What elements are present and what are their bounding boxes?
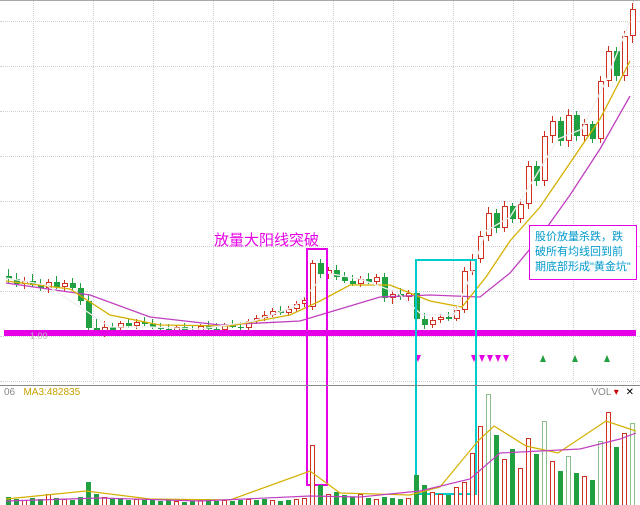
volume-panel: 06 MA3:482835 VOL ▾ ✕ [0, 385, 640, 505]
volume-bar [494, 435, 499, 505]
vol-ma3-value: 482835 [47, 387, 80, 398]
volume-bar [558, 471, 563, 505]
volume-bar [406, 498, 411, 505]
volume-bar [286, 500, 291, 505]
volume-bar [550, 461, 555, 505]
volume-bar [534, 454, 539, 505]
volume-bar [190, 501, 195, 505]
volume-bar [166, 500, 171, 505]
volume-bar [158, 501, 163, 505]
volume-bar [38, 499, 43, 505]
volume-bar [206, 499, 211, 505]
breakout-annotation: 放量大阳线突破 [214, 229, 319, 250]
volume-label: VOL ▾ ✕ [591, 387, 634, 398]
volume-bar [630, 423, 635, 505]
volume-bar [46, 494, 51, 505]
volume-bar [350, 497, 355, 505]
volume-bar [470, 453, 475, 505]
vol-close-icon[interactable]: ✕ [626, 387, 634, 398]
volume-bar [590, 480, 595, 505]
volume-bar [86, 482, 91, 505]
volume-bar [598, 441, 603, 505]
volume-bar [502, 459, 507, 505]
volume-bar [390, 498, 395, 505]
volume-bar [614, 447, 619, 505]
volume-bar [430, 492, 435, 505]
volume-bar [294, 499, 299, 505]
volume-bar [54, 498, 59, 505]
volume-bar [574, 473, 579, 505]
volume-bar [382, 497, 387, 505]
volume-bar [102, 497, 107, 505]
volume-bar [214, 501, 219, 505]
volume-bar [270, 500, 275, 505]
volume-bar [326, 494, 331, 505]
volume-bar [374, 499, 379, 505]
volume-bar [622, 433, 627, 505]
signal-arrow [503, 355, 509, 362]
volume-bar [510, 449, 515, 505]
volume-bar [446, 495, 451, 505]
volume-bar [254, 500, 259, 505]
volume-bar [222, 500, 227, 505]
volume-bar [134, 499, 139, 505]
volume-bar [174, 501, 179, 505]
volume-bar [310, 445, 315, 505]
volume-bar [126, 500, 131, 505]
volume-bar [582, 476, 587, 505]
volume-bar [422, 485, 427, 505]
volume-bar [22, 500, 27, 505]
golden-pit-annotation: 股价放量杀跌，跌破所有均线回到前期底部形成"黄金坑" [529, 225, 637, 280]
volume-bar [246, 499, 251, 505]
volume-bar [486, 394, 491, 505]
signal-arrow [479, 355, 485, 362]
signal-arrow [572, 355, 578, 362]
volume-bar [230, 501, 235, 505]
volume-bar [302, 498, 307, 505]
volume-bar [6, 497, 11, 505]
volume-bar [478, 426, 483, 505]
volume-bar [566, 456, 571, 505]
volume-bar [342, 495, 347, 505]
volume-bar [78, 497, 83, 505]
volume-bar [526, 438, 531, 505]
signal-arrow [487, 355, 493, 362]
volume-bar [278, 501, 283, 505]
volume-bar [358, 494, 363, 505]
volume-bar [318, 485, 323, 505]
vol-text: VOL [591, 387, 611, 398]
volume-bar [518, 468, 523, 505]
volume-bar [198, 500, 203, 505]
price-tick-label: 1.00 [30, 331, 48, 341]
vol-ma3-label: MA3: [23, 387, 46, 398]
volume-bar [454, 487, 459, 505]
signal-arrow [540, 355, 546, 362]
volume-bar [110, 499, 115, 505]
volume-bar [398, 499, 403, 505]
signal-arrow [604, 355, 610, 362]
volume-bar [62, 499, 67, 505]
volume-bar [70, 500, 75, 505]
volume-bar [334, 492, 339, 505]
volume-bar [462, 482, 467, 505]
volume-bar [542, 421, 547, 505]
volume-bar [14, 499, 19, 505]
signal-arrow [495, 355, 501, 362]
volume-bar [606, 412, 611, 505]
volume-bar [438, 494, 443, 505]
volume-bar [414, 475, 419, 505]
volume-bar [30, 498, 35, 505]
volume-bar [366, 498, 371, 505]
volume-bar [94, 494, 99, 505]
vol-info-prefix: 06 [4, 387, 15, 398]
volume-bar [238, 500, 243, 505]
volume-info: 06 MA3:482835 [4, 387, 80, 398]
vol-collapse-icon[interactable]: ▾ [614, 387, 619, 398]
volume-bar [150, 499, 155, 505]
volume-bar [142, 500, 147, 505]
volume-bar [118, 498, 123, 505]
volume-bar [262, 499, 267, 505]
